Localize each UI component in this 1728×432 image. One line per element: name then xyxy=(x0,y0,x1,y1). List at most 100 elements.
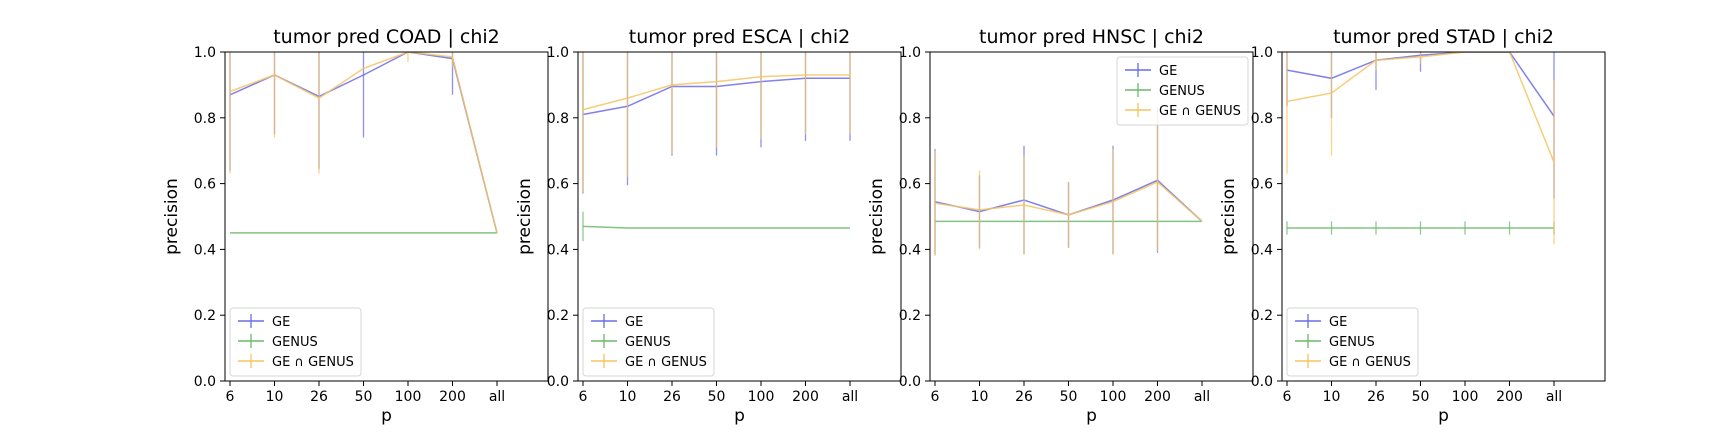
plot-area xyxy=(582,52,851,242)
x-tick-label: 26 xyxy=(663,389,681,405)
legend-label-ge: GE xyxy=(1329,315,1347,330)
plot-area xyxy=(229,52,498,234)
y-tick-label: 0.6 xyxy=(547,177,569,193)
x-tick-label: 10 xyxy=(266,389,284,405)
y-tick-label: 1.0 xyxy=(1251,45,1273,61)
legend-label-ge-genus: GE ∩ GENUS xyxy=(625,355,707,370)
chart-title: tumor pred HNSC | chi2 xyxy=(979,26,1204,48)
x-tick-label: 10 xyxy=(1323,389,1341,405)
legend-label-genus: GENUS xyxy=(1329,335,1375,350)
x-tick-label: 26 xyxy=(1015,389,1033,405)
x-tick-label: all xyxy=(842,389,858,405)
plot-frame xyxy=(929,51,1254,382)
legend-label-ge: GE xyxy=(272,315,290,330)
y-tick-label: 0.6 xyxy=(899,177,921,193)
chart-title: tumor pred COAD | chi2 xyxy=(273,26,500,48)
legend: GE GENUS GE ∩ GENUS xyxy=(1286,307,1419,377)
y-axis-label: precision xyxy=(1219,178,1239,255)
legend-label-ge: GE xyxy=(1159,64,1177,79)
x-tick-label: 100 xyxy=(1452,389,1479,405)
legend: GE GENUS GE ∩ GENUS xyxy=(229,307,362,377)
x-tick-label: all xyxy=(1194,389,1210,405)
x-axis-label: p xyxy=(1438,406,1449,426)
x-tick-label: 10 xyxy=(971,389,989,405)
x-tick-label: 6 xyxy=(1283,389,1292,405)
y-tick-label: 0.8 xyxy=(899,111,921,127)
panel-3: tumor pred HNSC | chi2 0.0 0.2 0.4 0.6 0.8 1.0… xyxy=(867,26,1254,426)
y-axis-label: precision xyxy=(162,178,182,255)
x-tick-label: 6 xyxy=(931,389,940,405)
x-axis-label: p xyxy=(1086,406,1097,426)
x-tick-label: 200 xyxy=(439,389,466,405)
y-tick-label: 0.8 xyxy=(1251,111,1273,127)
x-tick-label: 50 xyxy=(1060,389,1078,405)
genus-series-line xyxy=(582,225,850,229)
chart-title: tumor pred STAD | chi2 xyxy=(1333,26,1554,48)
legend-label-genus: GENUS xyxy=(1159,84,1205,99)
panel-1: tumor pred COAD | chi2 0.0 0.2 0.4 0.6 0.8 1.0… xyxy=(162,26,549,426)
y-tick-label: 0.6 xyxy=(1251,177,1273,193)
legend-label-ge-genus: GE ∩ GENUS xyxy=(272,355,354,370)
legend-label-ge: GE xyxy=(625,315,643,330)
y-tick-label: 0.8 xyxy=(194,111,216,127)
x-tick-label: 6 xyxy=(226,389,235,405)
y-axis-label: precision xyxy=(515,178,535,255)
x-tick-label: 200 xyxy=(792,389,819,405)
chart-title: tumor pred ESCA | chi2 xyxy=(629,26,850,48)
panel-2: tumor pred ESCA | chi2 0.0 0.2 0.4 0.6 0.8 1.0… xyxy=(515,26,902,426)
y-tick-label: 1.0 xyxy=(194,45,216,61)
legend-label-genus: GENUS xyxy=(272,335,318,350)
y-tick-label: 1.0 xyxy=(899,45,921,61)
plot-area xyxy=(1286,52,1555,245)
plot-frame xyxy=(1281,51,1606,382)
legend-box xyxy=(582,307,715,377)
x-tick-label: 26 xyxy=(310,389,328,405)
x-tick-label: 200 xyxy=(1144,389,1171,405)
y-tick-label: 0.8 xyxy=(547,111,569,127)
y-tick-label: 0.4 xyxy=(547,242,569,258)
panel-4: tumor pred STAD | chi2 0.0 0.2 0.4 0.6 0.8 1.0… xyxy=(1219,26,1606,426)
legend-box xyxy=(1286,307,1419,377)
y-tick-label: 0.6 xyxy=(194,177,216,193)
ge-genus-series-line xyxy=(934,181,1203,222)
x-tick-label: 6 xyxy=(579,389,588,405)
y-tick-label: 0.2 xyxy=(1251,308,1273,324)
legend: GE GENUS GE ∩ GENUS xyxy=(582,307,715,377)
x-tick-label: 50 xyxy=(1412,389,1430,405)
x-axis-label: p xyxy=(381,406,392,426)
legend-label-ge-genus: GE ∩ GENUS xyxy=(1159,104,1241,119)
x-tick-label: 50 xyxy=(708,389,726,405)
x-tick-label: 10 xyxy=(619,389,637,405)
legend-box xyxy=(229,307,362,377)
x-tick-label: 100 xyxy=(748,389,775,405)
legend-box xyxy=(1116,56,1249,126)
y-axis-label: precision xyxy=(867,178,887,255)
x-tick-label: 100 xyxy=(1100,389,1127,405)
x-tick-label: 200 xyxy=(1496,389,1523,405)
y-tick-label: 0.2 xyxy=(899,308,921,324)
plot-frame xyxy=(224,51,549,382)
y-tick-label: 0.0 xyxy=(1251,374,1273,390)
legend: GE GENUS GE ∩ GENUS xyxy=(1116,56,1249,126)
x-tick-label: all xyxy=(1546,389,1562,405)
y-tick-label: 0.4 xyxy=(194,242,216,258)
y-tick-label: 1.0 xyxy=(547,45,569,61)
x-tick-label: all xyxy=(489,389,505,405)
y-tick-label: 0.0 xyxy=(899,374,921,390)
y-tick-label: 0.2 xyxy=(194,308,216,324)
ge-genus-series-line xyxy=(582,74,850,111)
legend-label-ge-genus: GE ∩ GENUS xyxy=(1329,355,1411,370)
x-tick-label: 26 xyxy=(1367,389,1385,405)
x-tick-label: 50 xyxy=(355,389,373,405)
ge-genus-series-line xyxy=(229,52,498,234)
y-tick-label: 0.0 xyxy=(547,374,569,390)
x-axis-label: p xyxy=(734,406,745,426)
legend-label-genus: GENUS xyxy=(625,335,671,350)
ge-genus-series-line xyxy=(1286,52,1555,163)
x-tick-label: 100 xyxy=(395,389,422,405)
y-tick-label: 0.4 xyxy=(899,242,921,258)
y-tick-label: 0.2 xyxy=(547,308,569,324)
y-tick-label: 0.0 xyxy=(194,374,216,390)
plot-area xyxy=(934,107,1203,256)
